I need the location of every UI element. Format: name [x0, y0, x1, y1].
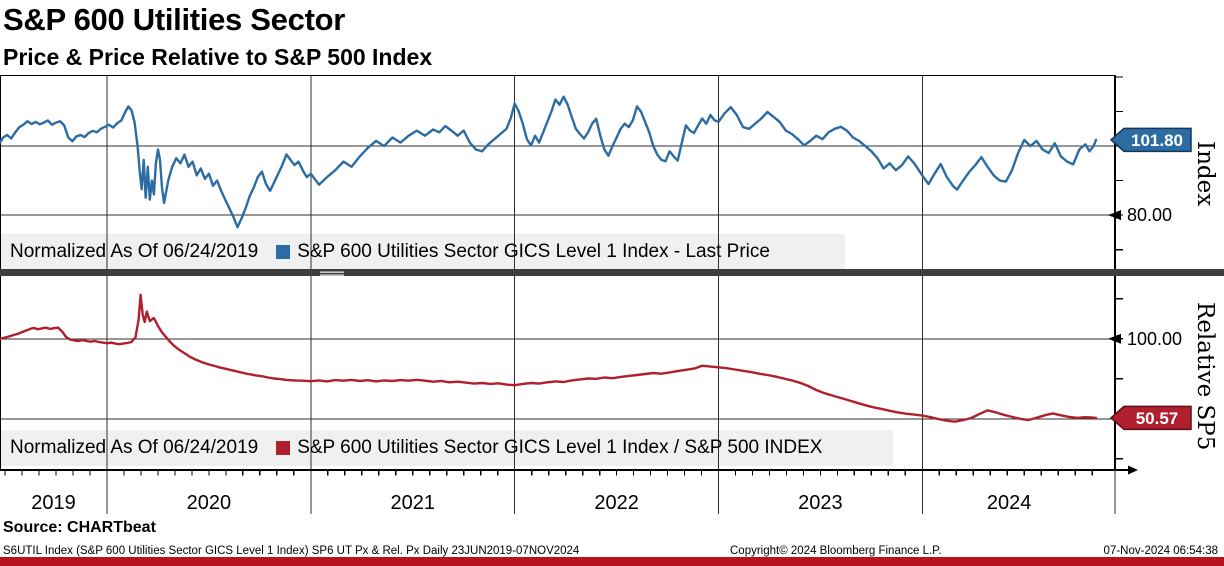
bottom-panel-legend[interactable]: Normalized As Of 06/24/2019 S&P 600 Util…: [0, 430, 903, 466]
footer-copyright: Copyright© 2024 Bloomberg Finance L.P.: [730, 545, 942, 557]
top-panel-legend[interactable]: Normalized As Of 06/24/2019 S&P 600 Util…: [0, 234, 855, 269]
x-axis-year-label: 2024: [987, 492, 1032, 514]
page-subtitle: Price & Price Relative to S&P 500 Index: [3, 44, 433, 70]
bottom-panel-axis-title: Relative SP5: [1192, 302, 1218, 451]
bottom-legend-background: [0, 430, 893, 466]
x-axis-year-label: 2020: [187, 492, 232, 514]
y-tick-label: 100.00: [1127, 329, 1182, 349]
footer-timestamp: 07-Nov-2024 06:54:38: [1103, 545, 1218, 557]
top-panel-axis-title: Index: [1192, 141, 1218, 207]
source-label: Source: CHARTbeat: [3, 519, 156, 536]
last-price-tag[interactable]: [1109, 127, 1192, 153]
panel-separator: [0, 269, 1224, 276]
footer-description: S6UTIL Index (S&P 600 Utilities Sector G…: [3, 545, 580, 557]
relative-price-line-series: [0, 293, 1098, 423]
top-legend-normalized-label: Normalized As Of 06/24/2019: [10, 240, 259, 262]
x-axis-year-label: 2019: [31, 492, 76, 514]
red-series-swatch-icon: [276, 441, 291, 455]
price-line-series: [0, 95, 1098, 229]
separator-drag-handle-icon[interactable]: [320, 274, 344, 276]
bottom-legend-series-label: S&P 600 Utilities Sector GICS Level 1 In…: [297, 437, 823, 458]
x-axis-year-label: 2021: [391, 492, 436, 514]
x-axis-year-label: 2022: [594, 492, 639, 514]
bottom-legend-normalized-label: Normalized As Of 06/24/2019: [10, 437, 259, 458]
last-price-tag-label: 101.80: [1131, 131, 1183, 150]
blue-series-swatch-icon: [276, 244, 291, 259]
last-price-tag[interactable]: [1109, 405, 1192, 431]
x-axis-year-label: 2023: [798, 492, 843, 514]
bottom-status-bar: [0, 557, 1224, 566]
top-legend-background: [0, 234, 845, 269]
separator-drag-handle-icon[interactable]: [320, 271, 344, 273]
last-price-tag-label: 50.57: [1136, 409, 1179, 428]
top-legend-series-label: S&P 600 Utilities Sector GICS Level 1 In…: [297, 240, 770, 262]
y-tick-label: 80.00: [1127, 205, 1172, 225]
page-title: S&P 600 Utilities Sector: [3, 2, 345, 37]
x-axis-arrow-icon: [1128, 465, 1138, 475]
